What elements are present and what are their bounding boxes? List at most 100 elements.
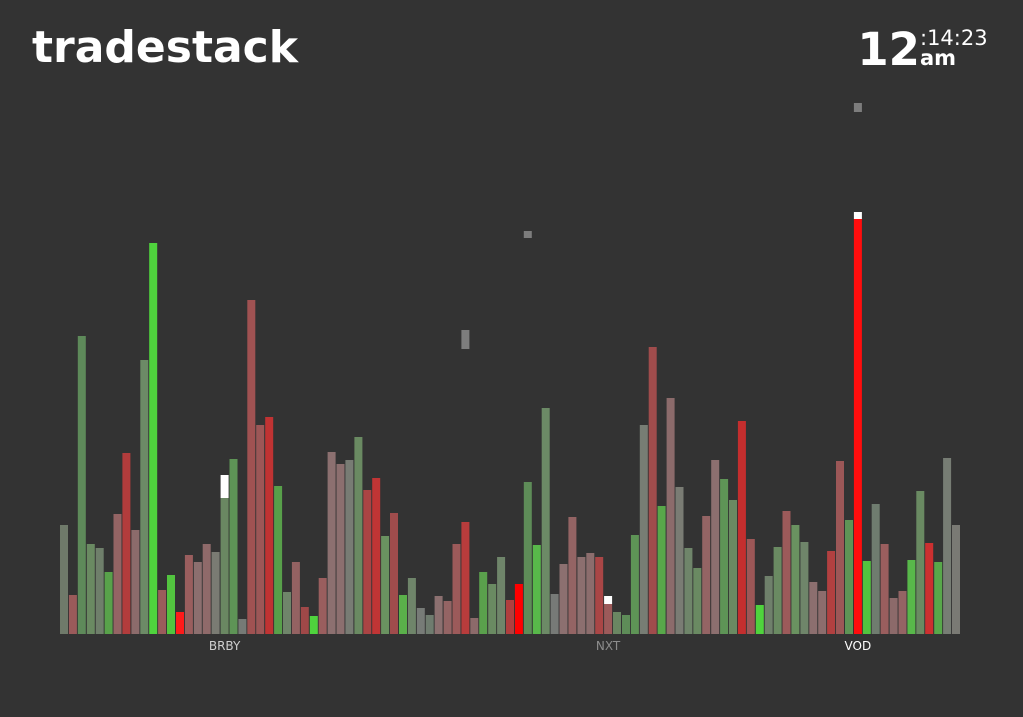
bar: [238, 619, 247, 634]
bar: [845, 520, 853, 634]
bar: [586, 553, 595, 634]
bar: [711, 460, 720, 634]
clock-minutes-seconds: :14:23: [920, 26, 988, 50]
bar: [131, 530, 140, 634]
bar: [336, 464, 345, 634]
symbol-label: VOD: [845, 639, 872, 653]
bar: [425, 615, 434, 634]
bar: [782, 511, 791, 634]
symbol-label: BRBY: [209, 639, 241, 653]
bar: [934, 562, 943, 634]
bar: [657, 506, 666, 634]
bar: [613, 612, 621, 634]
bar: [693, 568, 702, 634]
bar: [746, 539, 755, 634]
clock-hour: 12: [857, 23, 920, 76]
bar: [916, 491, 925, 634]
bar: [479, 572, 488, 634]
bar: [853, 219, 862, 634]
bar: [889, 598, 898, 634]
bar: [434, 596, 443, 634]
bar: [506, 600, 514, 634]
bar: [568, 517, 577, 634]
bar: [514, 584, 523, 634]
bar: [193, 562, 202, 634]
bar: [86, 544, 95, 634]
bar: [595, 557, 604, 634]
bar: [952, 525, 960, 634]
bar: [925, 543, 934, 634]
bar: [202, 544, 211, 634]
bar: [836, 461, 844, 634]
bar: [390, 513, 398, 634]
bar: [256, 425, 265, 634]
bar: [559, 564, 568, 634]
bar: [818, 591, 827, 634]
bar: [345, 460, 354, 634]
symbol-label: NXT: [596, 639, 621, 653]
bar: [327, 452, 336, 634]
bar: [880, 544, 889, 634]
bar: [122, 453, 131, 634]
bar: [729, 500, 737, 634]
bar: [639, 425, 648, 634]
bar: [407, 578, 416, 634]
bar: [523, 482, 532, 634]
bar: [247, 300, 256, 634]
bar: [862, 561, 871, 634]
bar: [318, 578, 327, 634]
bar: [898, 591, 907, 634]
bar: [809, 582, 818, 634]
bar: [399, 595, 407, 634]
bar: [354, 437, 363, 634]
bar: [702, 516, 711, 634]
bar: [95, 548, 104, 634]
bar: [577, 557, 586, 634]
floating-marker: [461, 330, 470, 349]
bar: [149, 243, 158, 634]
bar: [211, 552, 220, 634]
floating-marker: [853, 103, 862, 112]
bar: [871, 504, 880, 634]
bar: [372, 478, 381, 634]
bar: [283, 592, 291, 634]
bar: [291, 562, 300, 634]
bar: [791, 525, 800, 634]
bar: [113, 514, 122, 634]
bar: [309, 616, 318, 634]
bar: [773, 547, 782, 634]
bar: [158, 590, 167, 634]
bar: [274, 486, 283, 634]
bar: [666, 398, 675, 634]
bar: [907, 560, 916, 634]
bar: [140, 360, 149, 634]
bar-highlight: [604, 596, 613, 604]
bar: [220, 498, 229, 634]
bar: [77, 336, 86, 634]
bar: [300, 607, 309, 634]
bar: [68, 595, 77, 634]
bar: [630, 535, 639, 634]
bar: [363, 490, 372, 634]
bar: [497, 557, 506, 634]
bar: [550, 594, 559, 634]
bar: [452, 544, 461, 634]
bar: [416, 608, 425, 634]
bar: [470, 618, 479, 634]
bar: [943, 458, 952, 634]
bar-highlight: [853, 212, 862, 219]
bar: [720, 479, 729, 634]
bar: [184, 555, 193, 634]
bar: [541, 408, 550, 634]
bar: [167, 575, 175, 634]
bar-highlight: [220, 475, 229, 498]
clock-minutes-seconds-ampm: :14:23 am: [920, 26, 988, 70]
bar: [60, 525, 68, 634]
bar: [764, 576, 773, 634]
clock-ampm: am: [920, 46, 957, 70]
bar: [381, 536, 390, 634]
floating-marker: [523, 231, 532, 238]
bar: [648, 347, 657, 634]
bar: [532, 545, 541, 634]
